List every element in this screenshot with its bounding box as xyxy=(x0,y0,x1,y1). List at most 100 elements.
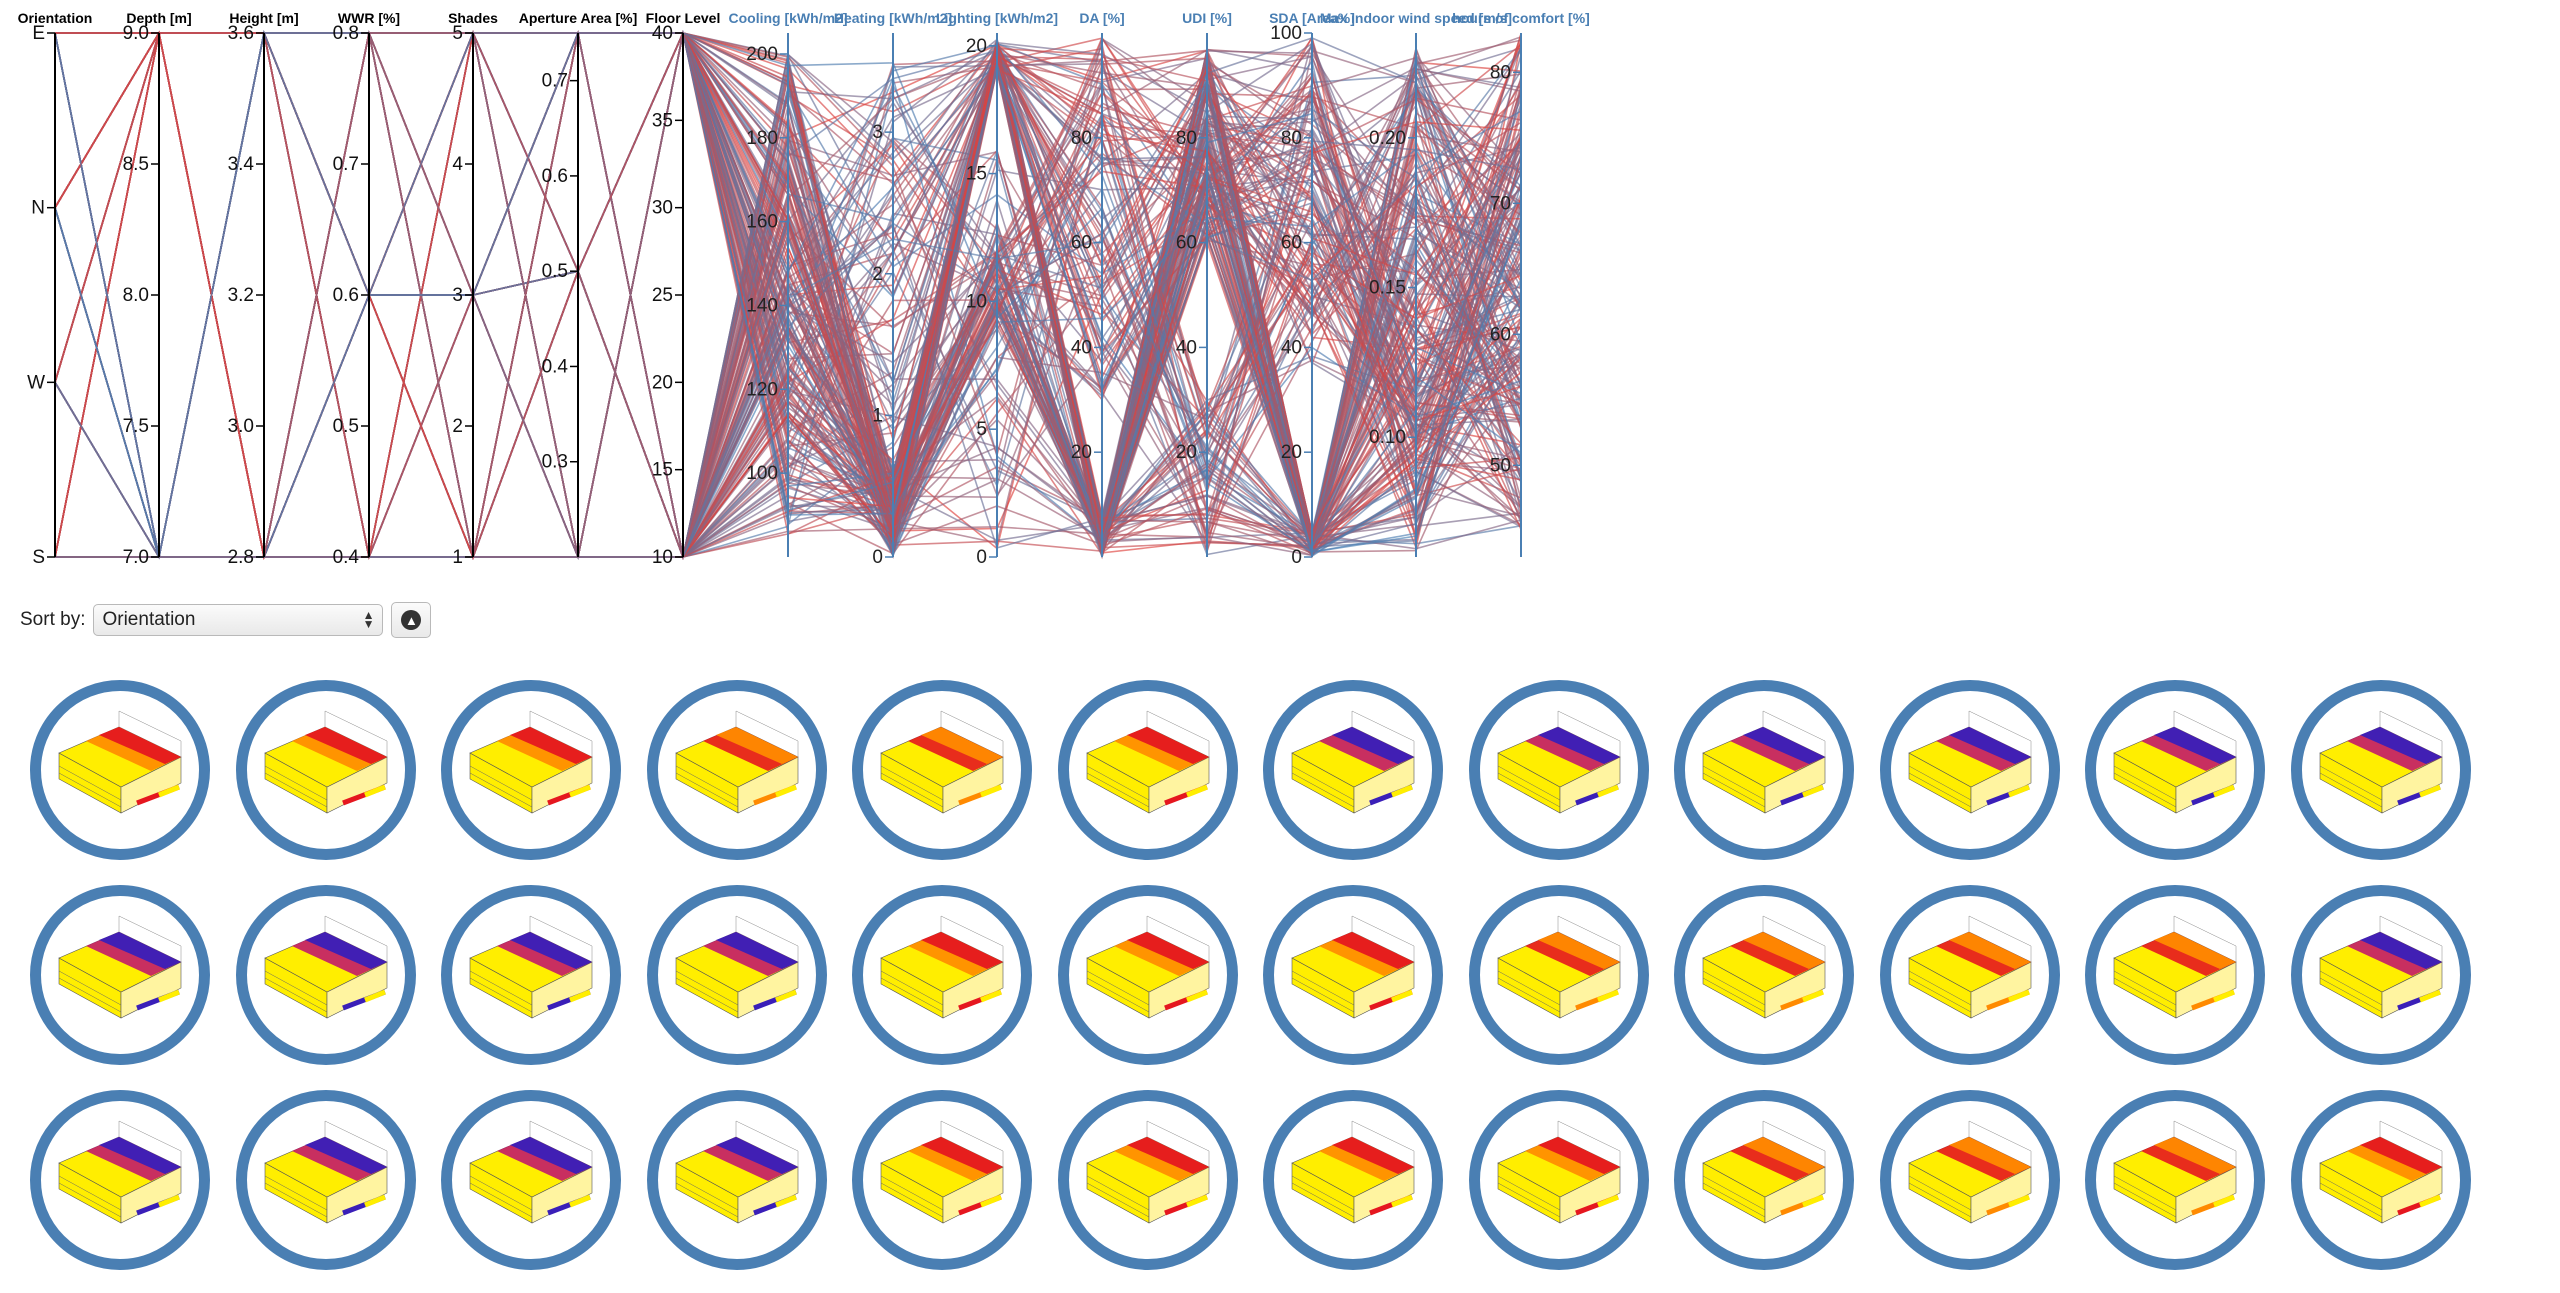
axis-11[interactable]: UDI [%] 80 60 40 20 xyxy=(1176,10,1232,557)
design-thumbnail-1[interactable] xyxy=(30,680,210,860)
axis-title: Lighting [kWh/m2] xyxy=(936,10,1058,26)
axis-title: Height [m] xyxy=(229,10,298,26)
axis-8[interactable]: Heating [kWh/m2] 3 2 1 0 xyxy=(834,10,952,568)
design-thumbnail-grid xyxy=(30,680,2530,1280)
design-thumbnail-19[interactable] xyxy=(1263,885,1443,1065)
design-thumbnail-25[interactable] xyxy=(30,1090,210,1270)
tick-label: 5 xyxy=(976,419,987,440)
tick-label: 40 xyxy=(1176,337,1197,358)
tick-label: 0.6 xyxy=(333,285,359,306)
design-thumbnail-21[interactable] xyxy=(1674,885,1854,1065)
building-heatmap-icon xyxy=(1085,1120,1210,1224)
tick-label: 60 xyxy=(1176,233,1197,254)
tick-label: 80 xyxy=(1281,128,1302,149)
axis-title: SDA [Area%] xyxy=(1269,10,1355,26)
building-heatmap-icon xyxy=(58,915,182,1019)
tick-label: 10 xyxy=(966,291,987,312)
tick-label: 0.5 xyxy=(542,261,568,282)
building-heatmap-icon xyxy=(1907,1120,2032,1224)
design-thumbnail-18[interactable] xyxy=(1057,885,1238,1065)
design-thumbnail-20[interactable] xyxy=(1468,885,1649,1065)
design-thumbnail-2[interactable] xyxy=(235,680,416,860)
design-thumbnail-26[interactable] xyxy=(235,1090,416,1270)
axis-1[interactable]: Depth [m]9.0 8.5 8.0 7.5 7.0 xyxy=(123,10,192,568)
tick-label: 80 xyxy=(1490,62,1511,83)
design-thumbnail-34[interactable] xyxy=(1879,1090,2060,1270)
tick-label: 0.10 xyxy=(1369,427,1406,448)
building-heatmap-icon xyxy=(1291,710,1415,814)
design-thumbnail-9[interactable] xyxy=(1674,680,1854,860)
design-thumbnail-32[interactable] xyxy=(1468,1090,1649,1270)
tick-label: 3.0 xyxy=(228,416,254,437)
building-heatmap-icon xyxy=(1496,915,1621,1019)
axis-2[interactable]: Height [m]3.6 3.4 3.2 3.0 2.8 xyxy=(228,10,299,568)
design-thumbnail-15[interactable] xyxy=(441,885,621,1065)
design-thumbnail-4[interactable] xyxy=(646,680,827,860)
tick-label: 25 xyxy=(652,285,673,306)
tick-label: 0.3 xyxy=(542,452,568,473)
tick-label: 140 xyxy=(746,295,778,316)
design-thumbnail-31[interactable] xyxy=(1263,1090,1443,1270)
tick-label: 9.0 xyxy=(123,23,149,44)
tick-label: 200 xyxy=(746,44,778,65)
sort-direction-button[interactable]: ▲ xyxy=(391,602,432,638)
design-thumbnail-22[interactable] xyxy=(1879,885,2060,1065)
design-thumbnail-10[interactable] xyxy=(1879,680,2060,860)
design-thumbnail-8[interactable] xyxy=(1468,680,1649,860)
design-thumbnail-3[interactable] xyxy=(441,680,621,860)
axis-title: Orientation xyxy=(18,10,93,26)
tick-label: S xyxy=(32,547,45,568)
design-thumbnail-16[interactable] xyxy=(646,885,827,1065)
axis-9[interactable]: Lighting [kWh/m2] 20 15 10 5 0 xyxy=(936,10,1058,568)
axis-12[interactable]: SDA [Area%]100 80 60 40 20 0 xyxy=(1269,10,1355,568)
tick-label: 0.4 xyxy=(542,356,569,377)
building-heatmap-icon xyxy=(880,710,1004,814)
tick-label: 120 xyxy=(746,379,778,400)
design-thumbnail-7[interactable] xyxy=(1263,680,1443,860)
design-thumbnail-36[interactable] xyxy=(2290,1090,2471,1270)
tick-label: 180 xyxy=(746,128,778,149)
design-thumbnail-5[interactable] xyxy=(852,680,1032,860)
building-heatmap-icon xyxy=(2113,710,2237,814)
tick-label: 80 xyxy=(1071,128,1092,149)
tick-label: 3.4 xyxy=(228,154,255,175)
axis-10[interactable]: DA [%] 80 60 40 20 xyxy=(1071,10,1125,557)
tick-label: 60 xyxy=(1071,233,1092,254)
design-thumbnail-35[interactable] xyxy=(2085,1090,2265,1270)
design-thumbnail-29[interactable] xyxy=(852,1090,1032,1270)
axis-3[interactable]: WWR [%]0.8 0.7 0.6 0.5 0.4 xyxy=(333,10,401,568)
building-heatmap-icon xyxy=(1907,915,2032,1019)
axis-5[interactable]: Aperture Area [%] 0.7 0.6 0.5 0.4 0.3 xyxy=(519,10,638,557)
axis-7[interactable]: Cooling [kWh/m2] 200 180 160 140 120 100 xyxy=(729,10,848,557)
design-thumbnail-24[interactable] xyxy=(2290,885,2471,1065)
tick-label: 60 xyxy=(1281,233,1302,254)
design-thumbnail-12[interactable] xyxy=(2290,680,2471,860)
sort-select-value: Orientation xyxy=(102,609,196,630)
tick-label: 0.6 xyxy=(542,166,568,187)
design-thumbnail-14[interactable] xyxy=(235,885,416,1065)
design-thumbnail-13[interactable] xyxy=(30,885,210,1065)
design-thumbnail-27[interactable] xyxy=(441,1090,621,1270)
design-thumbnail-30[interactable] xyxy=(1057,1090,1238,1270)
building-heatmap-icon xyxy=(58,710,182,814)
design-thumbnail-33[interactable] xyxy=(1674,1090,1854,1270)
sort-select[interactable]: Orientation ▲ ▼ xyxy=(93,604,384,636)
tick-label: 0.7 xyxy=(333,154,359,175)
building-heatmap-icon xyxy=(1291,915,1415,1019)
tick-label: 7.5 xyxy=(123,416,149,437)
design-thumbnail-23[interactable] xyxy=(2085,885,2265,1065)
design-thumbnail-17[interactable] xyxy=(852,885,1032,1065)
design-thumbnail-6[interactable] xyxy=(1057,680,1238,860)
axis-title: Floor Level xyxy=(646,10,721,26)
tick-label: 0 xyxy=(1291,547,1302,568)
design-thumbnail-11[interactable] xyxy=(2085,680,2265,860)
building-heatmap-icon xyxy=(1496,1120,1621,1224)
tick-label: 8.0 xyxy=(123,285,149,306)
axis-13[interactable]: Max indoor wind speed [m/s] 0.20 0.15 0.10 xyxy=(1320,10,1512,557)
design-thumbnail-28[interactable] xyxy=(646,1090,827,1270)
axis-14[interactable]: hours of comfort [%] 80 70 60 50 xyxy=(1452,10,1590,557)
